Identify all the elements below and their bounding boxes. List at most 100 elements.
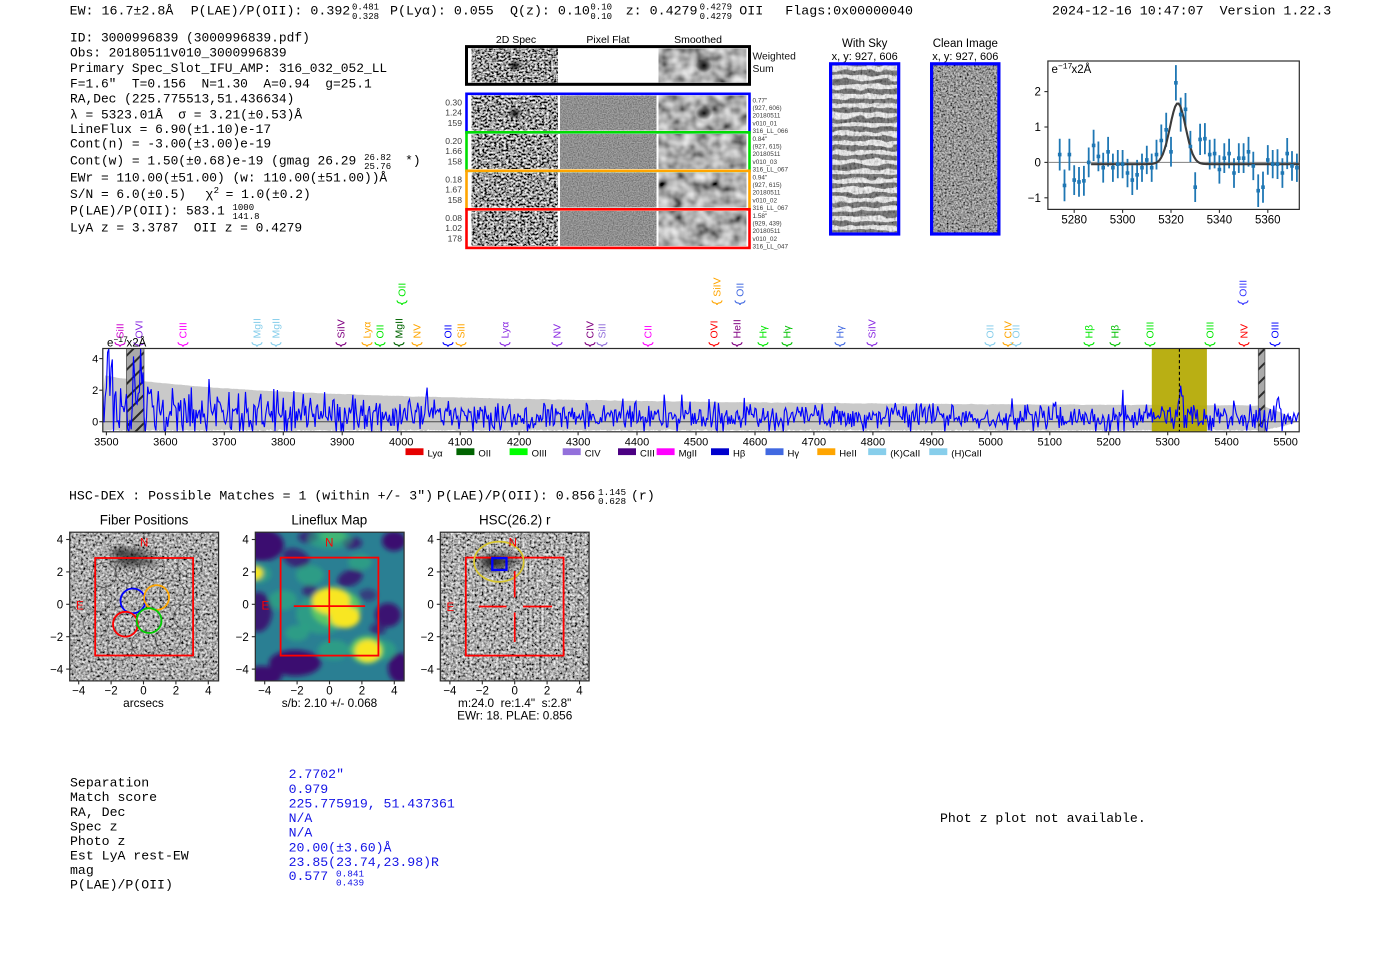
svg-text:4400: 4400 — [625, 437, 649, 449]
svg-text:OIII: OIII — [1237, 280, 1249, 297]
svg-text:1.02: 1.02 — [445, 223, 462, 233]
svg-text:OII: OII — [734, 283, 746, 297]
svg-text:P(LAE)/P(OII): 0.392: P(LAE)/P(OII): 0.392 — [191, 3, 351, 18]
svg-text:−4: −4 — [421, 664, 435, 676]
svg-text:P(LAE)/P(OII): 0.856: P(LAE)/P(OII): 0.856 — [437, 489, 595, 504]
svg-text:E: E — [76, 601, 84, 613]
svg-text:0.30: 0.30 — [445, 97, 462, 107]
svg-text:MgII: MgII — [270, 318, 282, 338]
svg-text:Hγ: Hγ — [788, 448, 800, 459]
svg-text:Primary Spec_Slot_IFU_AMP: 316: Primary Spec_Slot_IFU_AMP: 316_032_052_L… — [70, 61, 387, 76]
svg-text:158: 158 — [448, 156, 463, 166]
svg-text:2: 2 — [214, 186, 219, 196]
svg-text:F=1.6" T=0.156 N=1.30 A=0.9: F=1.6" T=0.156 N=1.30 A=0.94 g=25.1 — [70, 76, 372, 91]
svg-text:Obs: 20180511v010_3000996839: Obs: 20180511v010_3000996839 — [70, 46, 287, 61]
svg-text:SiIV: SiIV — [335, 319, 347, 338]
svg-text:Lyα: Lyα — [428, 448, 444, 459]
svg-text:−2: −2 — [105, 686, 118, 698]
svg-text:−4: −4 — [50, 664, 64, 676]
svg-text:Lyα: Lyα — [361, 322, 373, 339]
svg-text:CIV: CIV — [1002, 321, 1014, 339]
svg-text:Lyα: Lyα — [499, 322, 511, 339]
svg-text:0.328: 0.328 — [352, 12, 379, 22]
svg-text:4: 4 — [242, 535, 249, 547]
svg-text:1.58": 1.58" — [753, 213, 768, 220]
svg-text:OII: OII — [1010, 324, 1022, 338]
svg-text:3700: 3700 — [212, 437, 236, 449]
svg-text:4000: 4000 — [389, 437, 413, 449]
svg-text:0: 0 — [1034, 157, 1040, 169]
svg-text:Weighted: Weighted — [753, 52, 797, 63]
svg-text:3800: 3800 — [271, 437, 295, 449]
svg-text:RA, Dec: RA, Dec — [70, 805, 125, 820]
svg-text:SiIV: SiIV — [711, 277, 723, 296]
svg-text:0.10: 0.10 — [590, 3, 612, 13]
svg-text:4: 4 — [92, 353, 98, 365]
svg-text:Cont(w) = 1.50(±0.68)e-19 (gma: Cont(w) = 1.50(±0.68)e-19 (gmag 26.29 — [70, 154, 356, 169]
svg-text:OIII: OIII — [1269, 322, 1281, 339]
svg-text:HeII: HeII — [839, 448, 856, 459]
svg-text:SiIV: SiIV — [866, 319, 878, 338]
svg-text:OII: OII — [984, 324, 996, 338]
svg-text:5500: 5500 — [1273, 437, 1297, 449]
svg-text:Pixel Flat: Pixel Flat — [586, 34, 629, 46]
svg-text:4: 4 — [205, 686, 212, 698]
svg-text:0.08: 0.08 — [445, 213, 462, 223]
svg-text:5300: 5300 — [1155, 437, 1179, 449]
svg-text:20.00(±3.60)Å: 20.00(±3.60)Å — [289, 841, 392, 856]
svg-text:2024-12-16 10:47:07 Version 1: 2024-12-16 10:47:07 Version 1.22.3 — [1052, 3, 1331, 18]
svg-text:arcsecs: arcsecs — [123, 696, 164, 710]
svg-text:4900: 4900 — [920, 437, 944, 449]
svg-text:HSC-DEX : Possible Matches = 1: HSC-DEX : Possible Matches = 1 (within +… — [69, 489, 433, 504]
svg-text:−2: −2 — [476, 686, 489, 698]
svg-text:3900: 3900 — [330, 437, 354, 449]
svg-text:Hγ: Hγ — [757, 325, 769, 339]
svg-text:141.8: 141.8 — [233, 212, 260, 222]
svg-text:5100: 5100 — [1038, 437, 1062, 449]
svg-text:HSC(26.2) r: HSC(26.2) r — [479, 513, 551, 528]
svg-text:Q(z): 0.10: Q(z): 0.10 — [510, 3, 590, 18]
svg-text:Hγ: Hγ — [834, 325, 846, 339]
svg-text:CIV: CIV — [585, 448, 602, 459]
svg-text:5200: 5200 — [1096, 437, 1120, 449]
svg-text:3500: 3500 — [94, 437, 118, 449]
svg-text:5360: 5360 — [1255, 215, 1281, 227]
svg-text:OVI: OVI — [708, 320, 720, 338]
svg-text:0.20: 0.20 — [445, 136, 462, 146]
svg-text:x, y: 927, 606: x, y: 927, 606 — [832, 51, 898, 63]
svg-text:−4: −4 — [443, 686, 457, 698]
svg-text:0: 0 — [326, 686, 332, 698]
svg-text:OVI: OVI — [133, 320, 145, 338]
svg-text:−2: −2 — [236, 632, 249, 644]
svg-text:SiII: SiII — [596, 323, 608, 338]
svg-text:316_LL_067: 316_LL_067 — [753, 167, 789, 174]
svg-text:RA,Dec (225.775513,51.436634): RA,Dec (225.775513,51.436634) — [70, 92, 294, 107]
svg-text:Clean Image: Clean Image — [933, 38, 998, 50]
svg-text:x, y: 927, 606: x, y: 927, 606 — [932, 51, 998, 63]
svg-text:316_LL_047: 316_LL_047 — [753, 244, 789, 251]
svg-text:P(Lyα): 0.055: P(Lyα): 0.055 — [390, 3, 494, 18]
svg-text:0: 0 — [511, 686, 517, 698]
svg-text:S/N = 6.0(±0.5): S/N = 6.0(±0.5) — [70, 187, 186, 202]
svg-text:OIII: OIII — [1144, 322, 1156, 339]
svg-text:N/A: N/A — [289, 811, 313, 826]
svg-text:2: 2 — [57, 567, 63, 579]
svg-text:4200: 4200 — [507, 437, 531, 449]
svg-text:ID: 3000996839 (3000996839.pdf: ID: 3000996839 (3000996839.pdf) — [70, 30, 310, 45]
svg-text:0: 0 — [242, 600, 248, 612]
svg-text:0: 0 — [92, 417, 98, 429]
svg-text:0.577: 0.577 — [289, 869, 329, 884]
svg-text:Fiber Positions: Fiber Positions — [100, 513, 189, 528]
svg-text:EW: 16.7±2.8Å: EW: 16.7±2.8Å — [70, 3, 174, 18]
svg-text:HeII: HeII — [731, 319, 743, 338]
svg-text:SiII: SiII — [114, 323, 126, 338]
svg-text:0.10: 0.10 — [590, 12, 612, 22]
svg-text:x2Å: x2Å — [127, 337, 147, 350]
svg-text:0.4279: 0.4279 — [700, 12, 732, 22]
svg-text:OIII: OIII — [532, 448, 547, 459]
svg-text:−1: −1 — [1028, 193, 1041, 205]
svg-text:−17: −17 — [114, 336, 129, 345]
svg-text:20180511: 20180511 — [753, 228, 781, 235]
svg-text:2: 2 — [359, 686, 365, 698]
svg-text:0: 0 — [427, 600, 433, 612]
